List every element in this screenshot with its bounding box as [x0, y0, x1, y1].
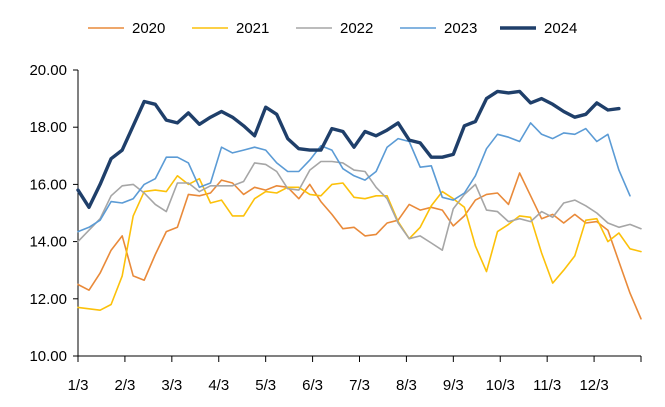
- x-tick-label: 3/3: [161, 377, 182, 394]
- legend-label-2024: 2024: [544, 20, 577, 37]
- legend-label-2023: 2023: [444, 20, 477, 37]
- x-tick-label: 8/3: [396, 377, 417, 394]
- plot-area: [76, 89, 642, 320]
- series-line-2021: [77, 175, 642, 312]
- series-line-2023: [77, 122, 631, 233]
- legend: 2020 2021 2022 2023 2024: [88, 20, 577, 37]
- legend-label-2020: 2020: [132, 20, 165, 37]
- legend-label-2021: 2021: [236, 20, 269, 37]
- x-tick-label: 2/3: [114, 377, 135, 394]
- y-tick-label: 14.00: [29, 234, 67, 251]
- y-tick-label: 12.00: [29, 291, 67, 308]
- y-tick-label: 16.00: [29, 176, 67, 193]
- legend-label-2022: 2022: [340, 20, 373, 37]
- y-tick-label: 20.00: [29, 62, 67, 79]
- x-tick-label: 5/3: [255, 377, 276, 394]
- x-tick-label: 12/3: [579, 377, 608, 394]
- series-line-2020: [77, 172, 642, 320]
- y-tick-label: 10.00: [29, 348, 67, 365]
- x-tick-label: 4/3: [208, 377, 229, 394]
- series-line-2024: [76, 89, 621, 210]
- x-tick-label: 7/3: [349, 377, 370, 394]
- x-tick-label: 6/3: [302, 377, 323, 394]
- x-tick-label: 11/3: [533, 377, 561, 394]
- x-tick-label: 10/3: [486, 377, 515, 394]
- series-line-2022: [77, 160, 642, 251]
- x-tick-label: 1/3: [68, 377, 89, 394]
- y-tick-label: 18.00: [29, 119, 67, 136]
- x-tick-label: 9/3: [443, 377, 464, 394]
- axes: 10.00 12.00 14.00 16.00 18.00 20.00 1/3 2/3 3/3 4…: [29, 62, 642, 394]
